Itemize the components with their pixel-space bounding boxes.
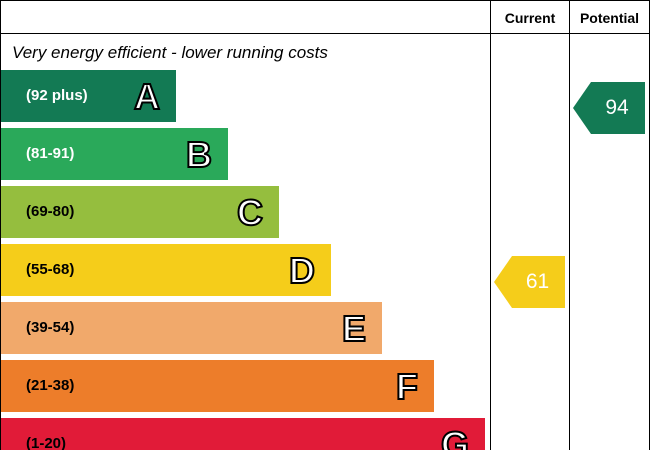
rating-band-e: (39-54) E [1,302,382,354]
band-range-label: (1-20) [26,435,67,450]
band-range-label: (81-91) [26,145,75,162]
top-caption: Very energy efficient - lower running co… [12,43,328,62]
potential-column-divider [569,0,570,450]
band-range-label: (92 plus) [26,87,88,104]
rating-band-g: (1-20) G [1,418,485,450]
current-rating-value: 61 [525,270,550,293]
band-letter: F [395,365,419,408]
rating-band-f: (21-38) F [1,360,434,412]
frame-left-line [0,0,1,450]
band-letter: C [236,191,264,234]
current-arrow-polygon [494,256,565,308]
band-range-label: (69-80) [26,203,75,220]
potential-arrow-polygon [573,82,645,134]
band-letter: B [185,133,213,176]
band-letter: D [288,249,316,292]
rating-band-d: (55-68) D [1,244,331,296]
potential-arrow-shape [573,82,645,134]
current-column-divider [490,0,491,450]
band-range-label: (21-38) [26,377,75,394]
frame-header-line [0,33,650,34]
band-letter: G [440,423,470,450]
rating-band-a: (92 plus) A [1,70,176,122]
band-letter: E [341,307,367,350]
rating-band-c: (69-80) C [1,186,279,238]
band-letter: A [133,75,161,118]
band-range-label: (55-68) [26,261,75,278]
band-range-label: (39-54) [26,319,75,336]
potential-rating-value: 94 [605,96,629,119]
potential-rating-arrow: 94 [573,82,645,134]
current-rating-arrow: 61 [494,256,565,308]
potential-column-header: Potential [579,10,640,26]
frame-top-line [0,0,650,1]
rating-band-b: (81-91) B [1,128,228,180]
current-arrow-shape [494,256,565,308]
current-column-header: Current [504,10,556,26]
